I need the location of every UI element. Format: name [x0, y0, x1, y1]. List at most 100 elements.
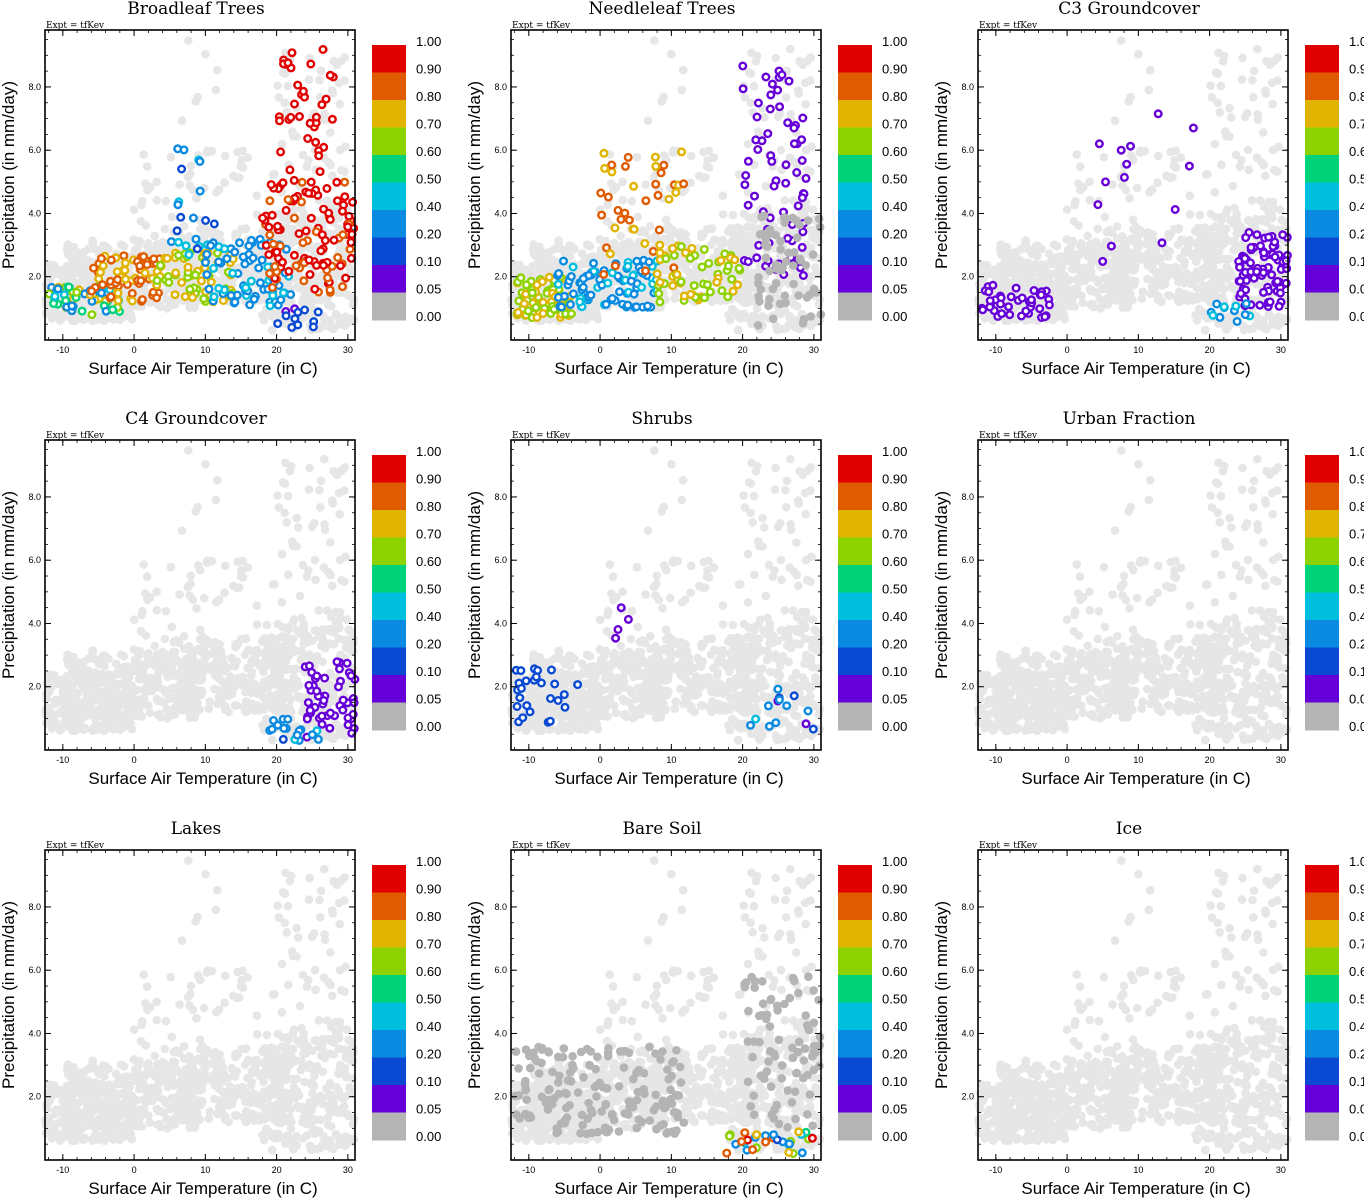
- background-point: [1085, 195, 1095, 205]
- background-point: [153, 300, 162, 310]
- background-point: [1138, 287, 1147, 296]
- data-point: [792, 233, 802, 243]
- colorbar-swatch: [838, 210, 872, 238]
- x-tick-label: 0: [1065, 345, 1070, 355]
- data-point: [332, 177, 342, 187]
- background-point: [734, 311, 743, 321]
- y-tick-label: 2.0: [28, 272, 41, 282]
- colorbar-label: 0.90: [1349, 62, 1364, 77]
- background-point: [677, 85, 687, 95]
- data-point: [306, 177, 316, 187]
- data-point: [607, 167, 617, 177]
- background-point: [580, 259, 590, 269]
- background-point: [1099, 152, 1109, 162]
- background-point: [1100, 273, 1109, 283]
- background-point: [1163, 272, 1172, 282]
- colorbar-label: 0.20: [416, 227, 441, 242]
- colorbar-swatch: [1305, 100, 1339, 128]
- background-point: [315, 75, 324, 85]
- background-point: [625, 238, 635, 248]
- colorbar-label: 0.50: [1349, 172, 1364, 187]
- data-point: [600, 163, 610, 173]
- background-point: [193, 92, 202, 102]
- background-point: [183, 172, 193, 182]
- background-point: [1224, 236, 1234, 245]
- data-point: [610, 261, 620, 271]
- background-point: [1030, 268, 1040, 278]
- colorbar-swatch: [838, 72, 872, 101]
- background-point: [1249, 66, 1259, 76]
- data-point: [1094, 139, 1104, 149]
- data-point: [763, 129, 773, 139]
- background-point: [1192, 291, 1202, 301]
- data-point: [191, 234, 201, 244]
- background-point: [1277, 215, 1286, 225]
- background-point: [192, 194, 201, 203]
- data-point: [286, 112, 296, 122]
- data-point: [519, 299, 529, 309]
- background-point: [1241, 324, 1250, 333]
- data-point: [753, 321, 763, 330]
- data-point: [49, 299, 59, 309]
- background-point: [326, 316, 335, 325]
- data-point: [769, 181, 779, 191]
- data-point: [345, 244, 355, 254]
- data-point: [313, 307, 323, 317]
- background-point: [1065, 275, 1075, 285]
- data-point: [185, 284, 195, 294]
- colorbar-swatch: [1305, 155, 1339, 183]
- data-point: [527, 288, 537, 298]
- background-point: [742, 223, 752, 232]
- colorbar-label: 0.10: [416, 254, 441, 269]
- data-point: [763, 230, 773, 240]
- background-point: [1232, 229, 1241, 239]
- data-point: [780, 213, 789, 222]
- background-point: [982, 260, 992, 270]
- background-point: [292, 132, 301, 141]
- data-point: [741, 170, 751, 180]
- colorbar-swatch: [372, 182, 406, 211]
- data-point: [516, 273, 526, 283]
- data-point: [1125, 141, 1135, 151]
- background-point: [1221, 209, 1231, 218]
- data-point: [67, 301, 77, 311]
- background-point: [1206, 81, 1215, 90]
- background-point: [1177, 291, 1187, 301]
- colorbar-swatch: [838, 265, 872, 293]
- background-point: [1117, 36, 1126, 45]
- background-point: [1092, 238, 1102, 248]
- data-point: [218, 296, 228, 306]
- data-point: [537, 277, 547, 287]
- data-point: [654, 225, 664, 235]
- background-point: [339, 315, 348, 325]
- data-point: [1208, 310, 1218, 320]
- data-point: [286, 290, 296, 300]
- data-point: [188, 213, 198, 223]
- data-point: [304, 188, 314, 198]
- data-point: [740, 180, 750, 190]
- data-point: [761, 253, 771, 263]
- background-point: [166, 152, 176, 162]
- background-point: [55, 316, 65, 325]
- data-point: [687, 243, 697, 253]
- background-point: [1174, 268, 1184, 277]
- background-point: [1145, 247, 1155, 256]
- data-point: [314, 151, 324, 161]
- data-point: [767, 156, 777, 166]
- data-point: [1258, 287, 1268, 297]
- background-point: [328, 89, 338, 98]
- data-point: [284, 266, 294, 276]
- colorbar-label: 0.70: [882, 117, 907, 132]
- background-point: [284, 278, 293, 288]
- data-point: [240, 259, 250, 269]
- data-point: [1044, 300, 1054, 310]
- data-point: [797, 242, 807, 252]
- background-point: [781, 93, 791, 102]
- data-point: [173, 144, 183, 154]
- data-point: [294, 229, 304, 239]
- background-point: [1100, 212, 1110, 222]
- background-point: [1261, 89, 1271, 98]
- background-point: [643, 116, 653, 125]
- x-tick-label: 10: [200, 345, 210, 355]
- background-point: [302, 162, 312, 171]
